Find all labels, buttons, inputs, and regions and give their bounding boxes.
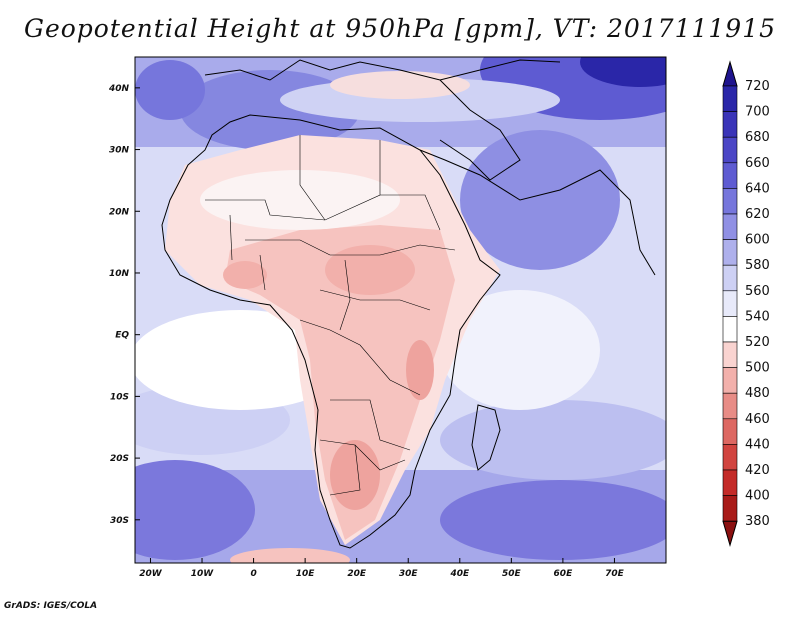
colorbar-label: 460 [745,412,770,427]
colorbar-bin [722,495,738,522]
x-tick-label: 60E [554,569,574,579]
x-tick-label: 20W [139,569,163,579]
colorbar-label: 640 [745,181,770,196]
y-tick-label: EQ [115,331,129,341]
footer-credit: GrADS: IGES/COLA [4,601,98,611]
map-frame [134,56,667,564]
x-tick-label: 70E [605,569,625,579]
x-tick-label: 40E [449,569,470,579]
colorbar-label: 440 [745,437,770,452]
colorbar-bin [722,85,738,112]
height-field [135,57,666,563]
colorbar-bin [722,444,738,471]
y-tick-label: 40N [108,84,130,94]
x-tick-label: 50E [502,569,522,579]
colorbar-label: 680 [745,130,770,145]
y-tick-label: 30N [109,146,130,156]
y-tick-label: 20S [110,454,129,464]
colorbar-bin [722,290,738,317]
colorbar-bin [722,392,738,420]
x-tick-label: 10W [191,569,215,579]
colorbar-bin [722,162,738,189]
country-borders [205,135,456,496]
colorbar-label: 540 [745,309,770,324]
colorbar-bin [722,316,738,343]
y-tick-label: 30S [110,516,129,526]
map-title: Geopotential Height at 950hPa [gpm], VT:… [23,14,777,43]
colorbar-label: 560 [745,284,770,299]
x-axis: 20W 10W 0 10E 20E 30E 40E 50E 60E 70E [139,558,625,579]
colorbar: 720 700 680 660 640 620 600 580 560 540 520 500 480 4… [722,60,770,547]
colorbar-label: 420 [745,463,770,478]
colorbar-bin [722,111,738,138]
colorbar-label: 400 [745,489,770,504]
colorbar-bin [722,213,738,240]
y-tick-label: 20N [109,207,130,217]
colorbar-label: 600 [745,233,770,248]
colorbar-label: 500 [745,361,770,376]
y-tick-label: 10S [110,392,129,402]
colorbar-bin [722,264,738,292]
colorbar-bin [722,418,738,445]
colorbar-bin [722,469,738,496]
colorbar-label: 480 [745,386,770,401]
coastline [161,59,656,549]
colorbar-label: 720 [745,79,770,94]
colorbar-bin [722,239,738,266]
colorbar-label: 700 [745,105,770,120]
colorbar-bin [722,341,738,368]
x-tick-label: 10E [296,569,316,579]
colorbar-label: 620 [745,207,770,222]
colorbar-label: 520 [745,335,770,350]
colorbar-bin [722,367,738,394]
colorbar-bin [722,136,738,164]
x-tick-label: 20E [347,569,367,579]
x-tick-label: 0 [250,569,256,579]
colorbar-label: 580 [745,258,770,273]
colorbar-bin [722,188,738,215]
y-tick-label: 10N [109,269,130,279]
colorbar-label: 380 [745,514,770,529]
colorbar-label: 660 [745,156,770,171]
y-axis: 40N 30N 20N 10N EQ 10S 20S 30S [108,84,140,526]
colorbar-bottom-triangle [722,520,738,547]
x-tick-label: 30E [399,569,419,579]
colorbar-top-triangle [722,60,738,87]
